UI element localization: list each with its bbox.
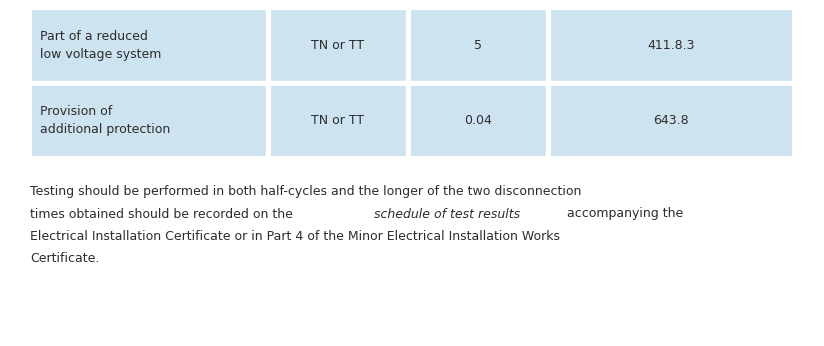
- Text: times obtained should be recorded on the: times obtained should be recorded on the: [30, 208, 297, 220]
- Bar: [548, 83, 794, 158]
- Text: Testing should be performed in both half-cycles and the longer of the two discon: Testing should be performed in both half…: [30, 185, 582, 199]
- Bar: [30, 8, 268, 83]
- Text: TN or TT: TN or TT: [311, 114, 364, 127]
- Text: Provision of
additional protection: Provision of additional protection: [40, 105, 171, 136]
- Text: Part of a reduced
low voltage system: Part of a reduced low voltage system: [40, 30, 162, 61]
- Text: Certificate.: Certificate.: [30, 252, 100, 264]
- Text: schedule of test results: schedule of test results: [374, 208, 521, 220]
- Text: 0.04: 0.04: [464, 114, 492, 127]
- Text: TN or TT: TN or TT: [311, 39, 364, 52]
- Bar: [30, 83, 268, 158]
- Bar: [408, 83, 548, 158]
- Bar: [268, 8, 408, 83]
- Bar: [548, 8, 794, 83]
- Bar: [408, 8, 548, 83]
- Bar: [268, 83, 408, 158]
- Text: 643.8: 643.8: [653, 114, 689, 127]
- Text: 5: 5: [474, 39, 482, 52]
- Text: 411.8.3: 411.8.3: [647, 39, 695, 52]
- Text: Electrical Installation Certificate or in Part 4 of the Minor Electrical Install: Electrical Installation Certificate or i…: [30, 229, 560, 243]
- Text: accompanying the: accompanying the: [563, 208, 683, 220]
